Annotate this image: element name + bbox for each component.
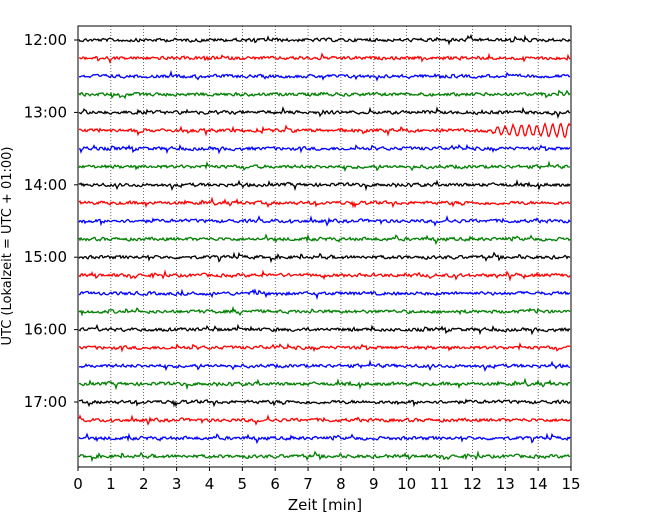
x-tick-label: 10 bbox=[397, 475, 416, 493]
x-tick-label: 6 bbox=[270, 475, 280, 493]
trace-row bbox=[78, 89, 571, 100]
x-tick-label: 0 bbox=[73, 475, 83, 493]
x-tick-label: 14 bbox=[529, 475, 548, 493]
trace-row bbox=[78, 160, 571, 173]
x-tick-label: 11 bbox=[430, 475, 449, 493]
trace-row bbox=[78, 450, 571, 463]
x-tick-label: 15 bbox=[561, 475, 580, 493]
trace-row bbox=[78, 269, 571, 282]
y-tick-label: 15:00 bbox=[24, 248, 67, 266]
y-tick-label: 12:00 bbox=[24, 31, 67, 49]
trace-row bbox=[78, 121, 571, 139]
trace-row bbox=[78, 305, 571, 317]
x-tick-label: 12 bbox=[463, 475, 482, 493]
x-tick-label: 7 bbox=[303, 475, 313, 493]
x-tick-label: 2 bbox=[139, 475, 149, 493]
x-tick-label: 13 bbox=[496, 475, 515, 493]
x-tick-label: 8 bbox=[336, 475, 346, 493]
plot-frame bbox=[77, 25, 572, 468]
y-axis-label: UTC (Lokalzeit = UTC + 01:00) bbox=[0, 147, 15, 346]
trace-row bbox=[78, 215, 571, 227]
y-tick-label: 17:00 bbox=[24, 393, 67, 411]
trace-row bbox=[78, 233, 571, 246]
trace-row bbox=[78, 398, 571, 408]
y-tick-label: 14:00 bbox=[24, 176, 67, 194]
trace-row bbox=[78, 288, 571, 301]
x-tick-label: 5 bbox=[238, 475, 248, 493]
trace-row bbox=[78, 377, 571, 391]
trace-row bbox=[78, 33, 571, 46]
x-axis-ticks: 0 1 2 3 4 5 6 7 8 9 10 11 12 13 14 15 bbox=[73, 467, 581, 493]
trace-row bbox=[78, 143, 571, 155]
trace-row bbox=[78, 179, 571, 192]
trace-row bbox=[78, 69, 571, 82]
y-tick-label: 16:00 bbox=[24, 321, 67, 339]
seismic-traces bbox=[78, 33, 571, 463]
x-tick-label: 4 bbox=[205, 475, 215, 493]
trace-row bbox=[78, 341, 571, 353]
trace-row bbox=[78, 414, 571, 426]
trace-row bbox=[78, 432, 571, 445]
x-tick-label: 3 bbox=[172, 475, 182, 493]
x-tick-label: 9 bbox=[369, 475, 379, 493]
x-axis-label: Zeit [min] bbox=[288, 496, 362, 514]
trace-row bbox=[78, 323, 571, 336]
y-tick-label: 13:00 bbox=[24, 103, 67, 121]
trace-row bbox=[78, 52, 571, 64]
y-axis-ticks: 12:00 13:00 14:00 15:00 16:00 17:00 bbox=[24, 31, 78, 411]
trace-row bbox=[78, 251, 571, 264]
trace-row bbox=[78, 196, 571, 209]
x-tick-label: 1 bbox=[106, 475, 116, 493]
trace-row bbox=[78, 106, 571, 119]
trace-row bbox=[78, 359, 571, 373]
